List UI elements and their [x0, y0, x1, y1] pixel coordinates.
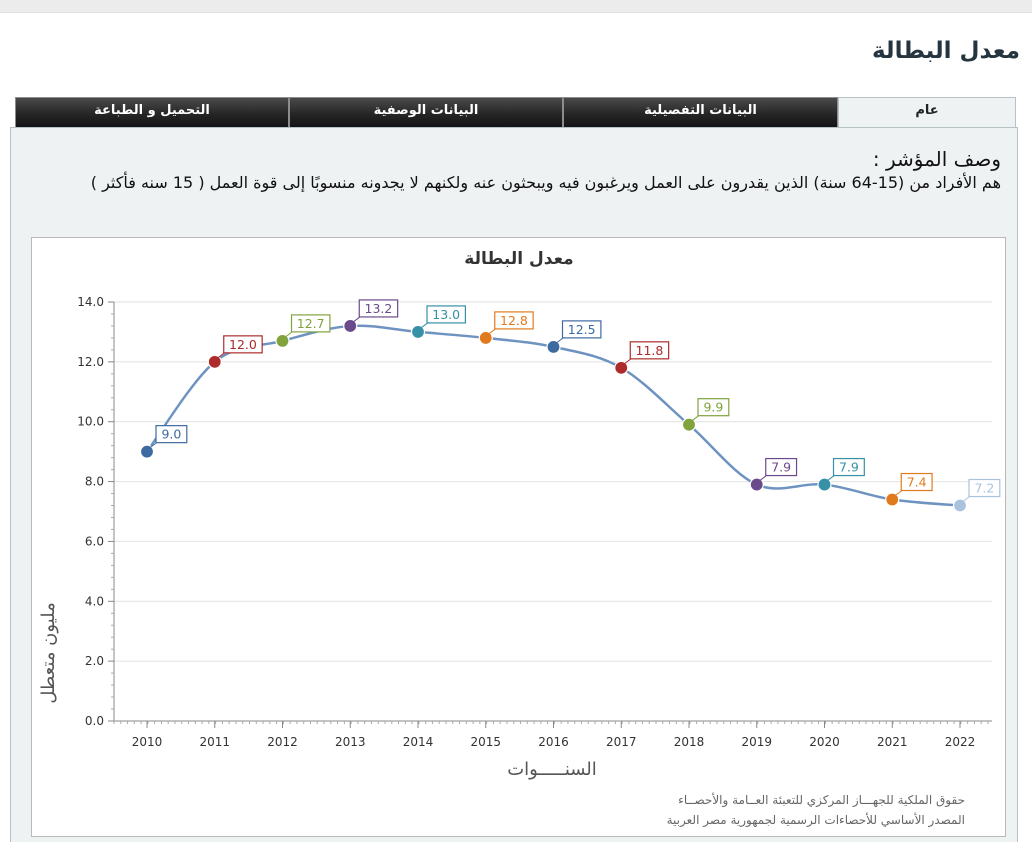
data-label: 12.7 [297, 316, 325, 331]
tab-download-print[interactable]: التحميل و الطباعة [15, 97, 289, 127]
y-tick-label: 14.0 [77, 295, 104, 309]
x-tick-label: 2019 [741, 735, 772, 749]
data-label-box [629, 341, 670, 360]
data-label: 7.9 [839, 460, 859, 475]
x-tick-label: 2010 [132, 735, 163, 749]
data-label-box [900, 472, 933, 492]
indicator-text: هم الأفراد من (15-64 سنة) الذين يقدرون ع… [90, 173, 1001, 192]
top-bar [0, 0, 1032, 13]
x-tick-label: 2022 [945, 735, 976, 749]
data-label-box [155, 425, 188, 444]
data-label-box [290, 314, 331, 333]
tab-general[interactable]: عام [838, 97, 1016, 128]
x-axis-ticks: 2010 2011 2012 2013 2014 2015 2016 2017 2018 2019… [113, 721, 989, 749]
data-point [478, 330, 493, 346]
data-points [139, 318, 968, 513]
data-point [343, 318, 358, 334]
axes [113, 302, 992, 722]
chart-container: معدل البطالة 0.0 2.0 4.0 6.0 8.0 10.0 12.0 14.0… [31, 237, 1006, 837]
x-tick-label: 2015 [470, 735, 501, 749]
tab-detailed-data[interactable]: البيانات التفصيلية [563, 97, 838, 127]
y-axis-ticks: 0.0 2.0 4.0 6.0 8.0 10.0 12.0 14.0 [77, 295, 114, 728]
tab-metadata[interactable]: البيانات الوصفية [289, 97, 563, 127]
data-point [275, 333, 290, 349]
data-point [207, 354, 222, 369]
data-point [952, 498, 968, 513]
data-label-box [697, 398, 730, 417]
tab-bar: التحميل و الطباعة البيانات الوصفية البيا… [15, 97, 1016, 128]
x-tick-label: 2021 [877, 735, 908, 749]
data-label: 12.8 [500, 313, 528, 328]
data-point [546, 339, 561, 354]
data-label-box [358, 299, 399, 318]
chart-title: معدل البطالة [464, 249, 573, 269]
x-tick-label: 2012 [267, 735, 298, 749]
y-tick-label: 12.0 [77, 355, 104, 369]
indicator-description: وصف المؤشر : هم الأفراد من (15-64 سنة) ا… [16, 146, 1001, 194]
x-tick-label: 2011 [199, 735, 230, 749]
data-label: 12.5 [568, 322, 596, 337]
data-label-box [494, 311, 534, 330]
data-label: 11.8 [636, 343, 664, 358]
grid-lines [114, 301, 992, 662]
y-tick-label: 8.0 [85, 475, 104, 489]
data-label-box [223, 335, 263, 354]
y-tick-label: 6.0 [85, 534, 104, 548]
y-tick-label: 10.0 [77, 415, 104, 429]
x-tick-label: 2020 [809, 735, 840, 749]
data-label-box [832, 457, 865, 477]
data-label-box [561, 320, 602, 339]
x-tick-label: 2014 [403, 735, 434, 749]
y-tick-label: 2.0 [85, 654, 104, 668]
data-label: 9.9 [703, 400, 723, 415]
data-label-box [765, 457, 798, 477]
copyright-text: حقوق الملكية للجهـــاز المركزي للتعبئة ا… [678, 793, 965, 807]
y-axis-title: مليون متعطل [38, 602, 59, 703]
data-label: 7.9 [771, 460, 791, 475]
data-point [614, 360, 629, 375]
source-text: المصدر الأساسي للأحصاءات الرسمية لجمهوري… [666, 813, 965, 827]
data-label-box [968, 478, 1001, 498]
x-tick-label: 2018 [674, 735, 705, 749]
data-point [681, 417, 697, 432]
data-label-box [426, 305, 467, 324]
y-tick-label: 4.0 [85, 594, 104, 608]
page-title: معدل البطالة [871, 38, 1020, 64]
x-tick-label: 2016 [538, 735, 569, 749]
data-label: 13.2 [365, 301, 393, 316]
data-point [410, 324, 426, 340]
data-point [749, 477, 764, 492]
line-chart: معدل البطالة 0.0 2.0 4.0 6.0 8.0 10.0 12.0 14.0… [38, 249, 1001, 780]
y-tick-label: 0.0 [85, 714, 104, 728]
data-label: 9.0 [161, 427, 181, 442]
data-label: 13.0 [432, 307, 460, 322]
x-tick-label: 2013 [335, 735, 366, 749]
x-axis-title: السنـــــوات [507, 759, 597, 780]
data-point [139, 444, 155, 459]
data-label: 7.4 [907, 475, 927, 490]
indicator-label: وصف المؤشر : [872, 147, 1001, 171]
data-point [817, 477, 832, 492]
x-tick-label: 2017 [606, 735, 637, 749]
data-label: 12.0 [229, 337, 257, 352]
data-label: 7.2 [974, 481, 994, 496]
data-labels: 9.0 12.0 12.7 13.2 13.0 12.8 12.5 11.8 9.9 7.9 7.9… [149, 299, 1001, 502]
data-point [885, 492, 900, 507]
